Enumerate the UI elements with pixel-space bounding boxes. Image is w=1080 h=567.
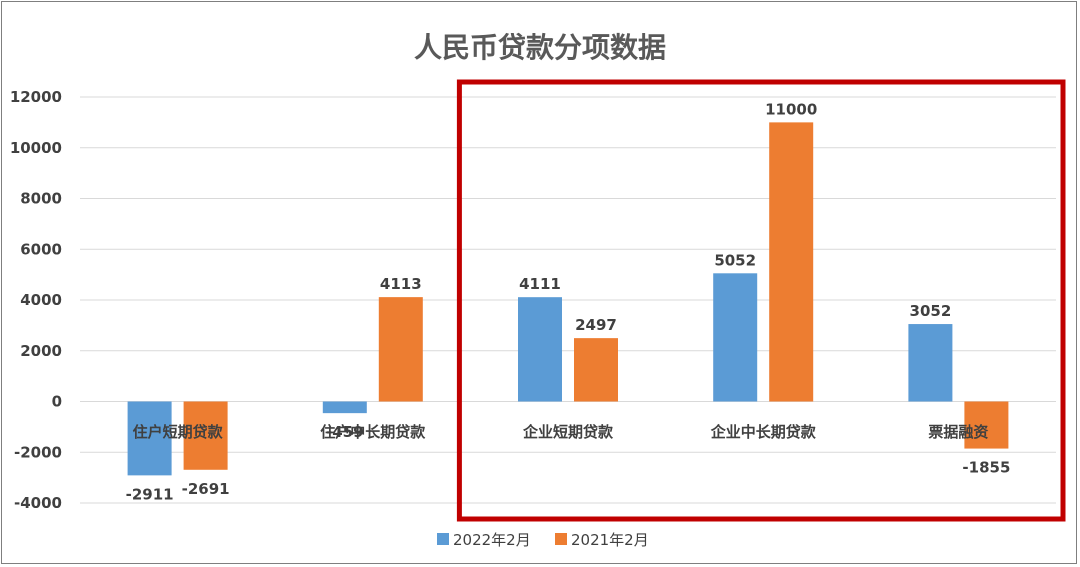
data-label: 5052 (714, 251, 756, 269)
category-label: 住户短期贷款 (133, 423, 224, 441)
legend: 2022年2月 2021年2月 (437, 531, 649, 549)
bar (908, 324, 953, 402)
chart-title: 人民币贷款分项数据 (414, 31, 666, 64)
data-label: -2691 (182, 480, 230, 498)
bars (127, 122, 1009, 476)
y-tick-label: -2000 (14, 443, 62, 461)
bar (127, 401, 172, 476)
legend-swatch (437, 533, 449, 545)
gridlines (80, 96, 1056, 504)
data-label: -1855 (962, 459, 1010, 477)
data-label: -459 (326, 423, 364, 441)
data-label: 2497 (575, 316, 617, 334)
bar (574, 338, 618, 402)
category-label: 票据融资 (928, 423, 988, 441)
y-tick-label: 8000 (20, 190, 62, 208)
y-tick-label: -4000 (14, 494, 62, 512)
data-label: -2911 (126, 485, 174, 503)
data-label: 4111 (519, 275, 561, 293)
bar (769, 122, 814, 402)
bar (378, 297, 423, 402)
legend-label: 2021年2月 (571, 531, 649, 549)
y-axis-ticks: 12000 10000 8000 6000 4000 2000 0 -2000 -4000 (10, 88, 62, 512)
bar (713, 273, 758, 402)
category-labels: 住户短期贷款 住户中长期贷款 企业短期贷款 企业中长期贷款 票据融资 (133, 423, 989, 441)
bar (518, 297, 562, 402)
bar (964, 401, 1009, 449)
bar (322, 401, 367, 414)
data-label: 11000 (765, 100, 817, 118)
legend-swatch (555, 533, 567, 545)
y-tick-label: 0 (52, 393, 62, 411)
y-tick-label: 12000 (10, 88, 62, 106)
category-label: 企业中长期贷款 (710, 423, 817, 441)
category-label: 住户中长期贷款 (320, 423, 426, 441)
data-labels: -2911 -2691 -459 4113 4111 2497 5052 11000 3052 -… (126, 100, 1011, 503)
data-label: 4113 (380, 275, 422, 293)
y-tick-label: 6000 (20, 240, 62, 258)
y-tick-label: 2000 (20, 342, 62, 360)
legend-label: 2022年2月 (453, 531, 531, 549)
highlight-box (456, 79, 1066, 522)
y-tick-label: 10000 (10, 139, 62, 157)
data-label: 3052 (910, 302, 952, 320)
category-label: 企业短期贷款 (522, 423, 614, 441)
y-tick-label: 4000 (20, 291, 62, 309)
bar (183, 401, 228, 470)
